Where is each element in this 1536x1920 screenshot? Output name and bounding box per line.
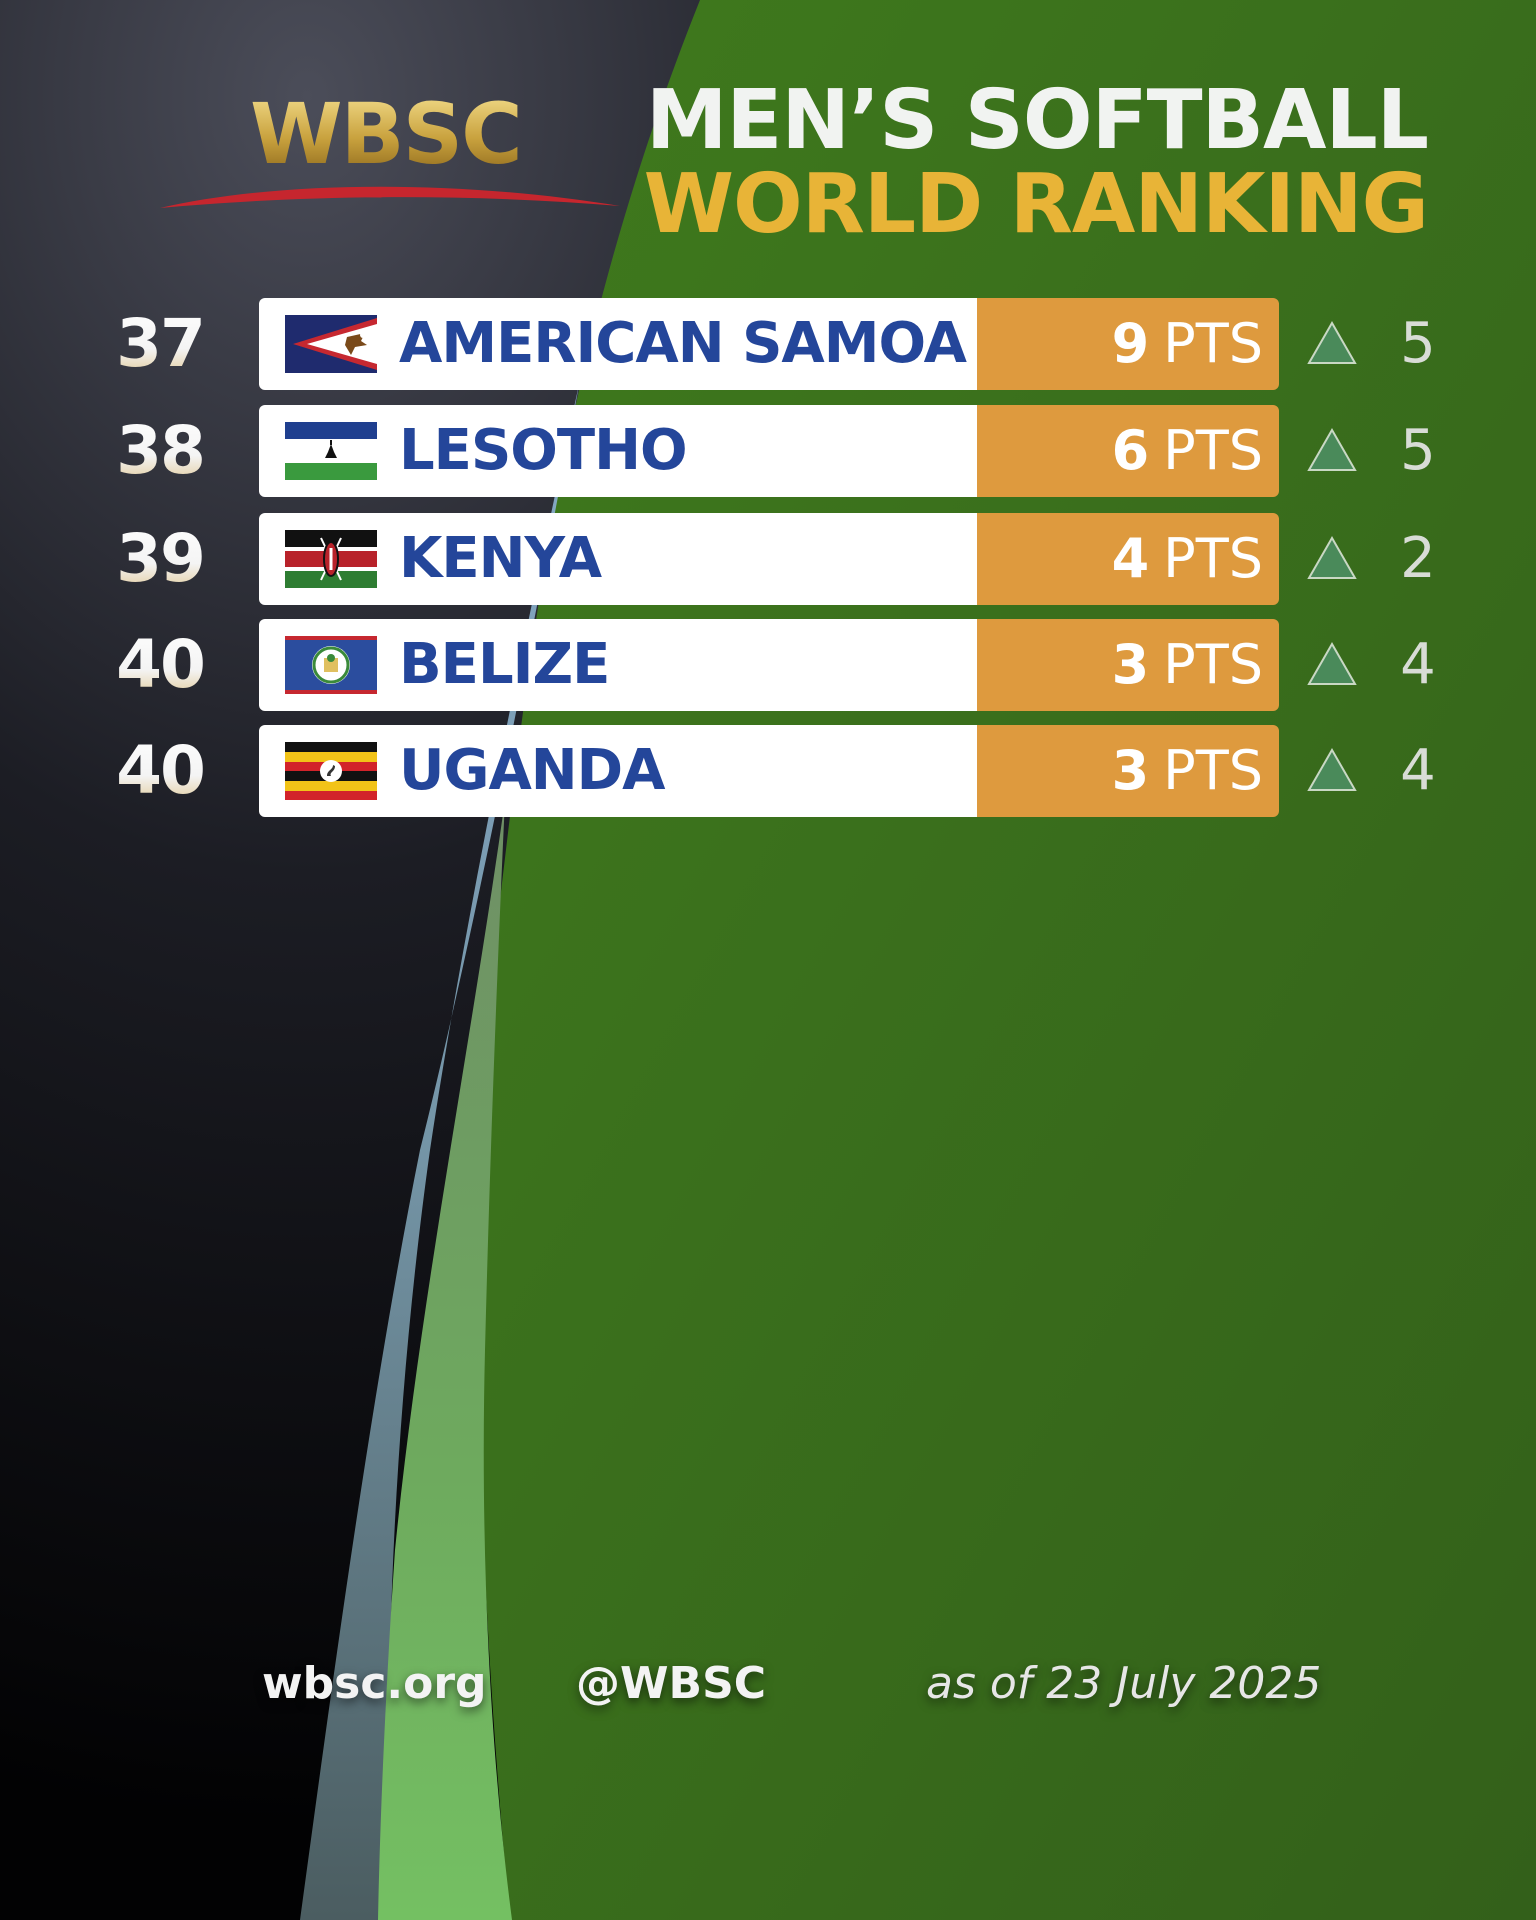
american-samoa-flag bbox=[285, 315, 377, 373]
lesotho-flag bbox=[285, 422, 377, 480]
country-name: UGANDA bbox=[399, 738, 665, 803]
ranking-date: as of 23 July 2025 bbox=[926, 1658, 1322, 1709]
up-arrow-icon bbox=[1307, 535, 1357, 579]
up-arrow-icon bbox=[1307, 641, 1357, 685]
ranking-row: 39 KENYA 4 PTS 2 bbox=[0, 513, 1536, 605]
ranking-row: 40 UGANDA 3 PTS 4 bbox=[0, 725, 1536, 817]
logo-swoosh bbox=[160, 186, 620, 208]
points-unit: PTS bbox=[1163, 419, 1263, 482]
points-value: 9 bbox=[1111, 312, 1150, 375]
title-line-2: WORLD RANKING bbox=[643, 157, 1429, 252]
website-link[interactable]: wbsc.org bbox=[262, 1658, 487, 1709]
rank-number: 38 bbox=[100, 405, 220, 497]
points-value: 3 bbox=[1111, 739, 1150, 802]
up-arrow-icon bbox=[1307, 427, 1357, 471]
belize-flag bbox=[285, 636, 377, 694]
rank-number: 40 bbox=[100, 725, 220, 817]
uganda-flag bbox=[285, 742, 377, 800]
country-card: BELIZE bbox=[259, 619, 977, 711]
country-name: BELIZE bbox=[399, 632, 610, 697]
rank-change: 5 bbox=[1400, 311, 1436, 376]
points-value: 6 bbox=[1111, 419, 1150, 482]
points-box: 6 PTS bbox=[977, 405, 1279, 497]
ranking-row: 37 AMERICAN SAMOA 9 PTS 5 bbox=[0, 298, 1536, 390]
rank-change: 4 bbox=[1400, 632, 1436, 697]
up-arrow-icon bbox=[1307, 320, 1357, 364]
points-value: 4 bbox=[1111, 527, 1150, 590]
rank-number: 37 bbox=[100, 298, 220, 390]
points-box: 3 PTS bbox=[977, 725, 1279, 817]
points-box: 4 PTS bbox=[977, 513, 1279, 605]
up-arrow-icon bbox=[1307, 747, 1357, 791]
points-value: 3 bbox=[1111, 633, 1150, 696]
points-unit: PTS bbox=[1163, 527, 1263, 590]
ranking-row: 40 BELIZE 3 PTS 4 bbox=[0, 619, 1536, 711]
country-card: LESOTHO bbox=[259, 405, 977, 497]
rank-number: 40 bbox=[100, 619, 220, 711]
country-name: AMERICAN SAMOA bbox=[399, 311, 967, 376]
rank-change: 2 bbox=[1400, 526, 1436, 591]
country-name: LESOTHO bbox=[399, 418, 688, 483]
social-handle[interactable]: @WBSC bbox=[576, 1658, 767, 1709]
country-card: UGANDA bbox=[259, 725, 977, 817]
points-box: 9 PTS bbox=[977, 298, 1279, 390]
country-card: KENYA bbox=[259, 513, 977, 605]
title-line-1: MEN’S SOFTBALL bbox=[645, 73, 1429, 168]
rank-change: 5 bbox=[1400, 418, 1436, 483]
points-unit: PTS bbox=[1163, 739, 1263, 802]
green-panel bbox=[478, 0, 1536, 1920]
ranking-row: 38 LESOTHO 6 PTS 5 bbox=[0, 405, 1536, 497]
rank-number: 39 bbox=[100, 513, 220, 605]
rank-change: 4 bbox=[1400, 738, 1436, 803]
points-box: 3 PTS bbox=[977, 619, 1279, 711]
wbsc-logo: WBSC bbox=[250, 85, 523, 183]
country-name: KENYA bbox=[399, 526, 602, 591]
blue-stripe bbox=[300, 380, 580, 1920]
points-unit: PTS bbox=[1163, 633, 1263, 696]
green-stripe bbox=[378, 800, 512, 1920]
kenya-flag bbox=[285, 530, 377, 588]
points-unit: PTS bbox=[1163, 312, 1263, 375]
country-card: AMERICAN SAMOA bbox=[259, 298, 977, 390]
